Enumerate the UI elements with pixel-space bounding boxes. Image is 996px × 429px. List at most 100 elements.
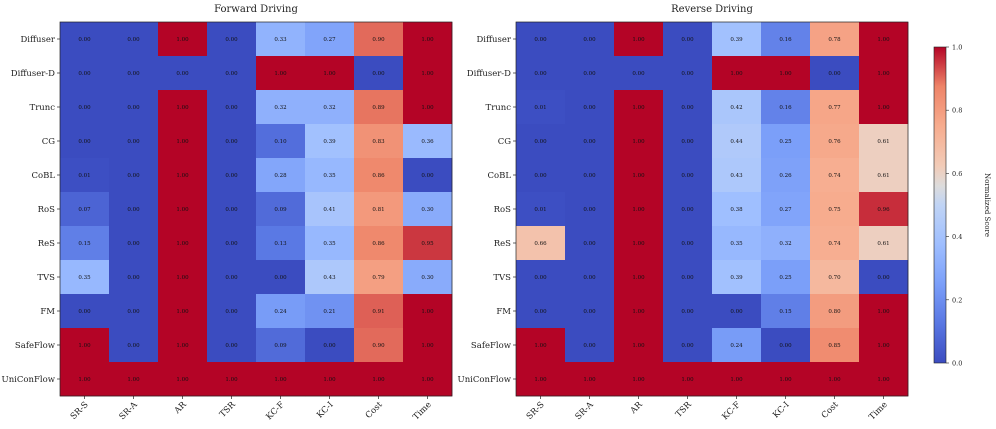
cell-label: 0.79 — [372, 275, 385, 281]
cell-label: 0.00 — [534, 275, 547, 281]
x-tick-label: TSR — [674, 400, 694, 420]
cell-label: 1.00 — [877, 309, 890, 315]
cell-label: 0.42 — [730, 105, 742, 111]
cell-label: 1.00 — [730, 71, 743, 77]
cell-label: 0.00 — [78, 309, 91, 315]
heatmap-cell — [663, 192, 713, 227]
heatmap-cell — [158, 260, 208, 295]
cell-label: 0.15 — [779, 309, 792, 315]
x-tick-label: Cost — [364, 400, 385, 421]
cell-label: 0.00 — [225, 309, 238, 315]
colorbar-tick-label: 0.6 — [952, 170, 962, 178]
heatmap-cell — [761, 328, 811, 363]
cell-label: 0.00 — [78, 71, 91, 77]
heatmap-cell — [354, 328, 404, 363]
heatmap-cell — [256, 158, 306, 193]
cell-label: 1.00 — [176, 377, 189, 383]
y-tick-label: UniConFlow — [2, 375, 56, 385]
heatmap-cell — [516, 362, 566, 397]
cell-label: 0.24 — [730, 343, 743, 349]
cell-label: 0.00 — [127, 139, 140, 145]
heatmap-cell — [109, 124, 159, 159]
cell-label: 0.80 — [828, 309, 841, 315]
cell-label: 1.00 — [225, 377, 238, 383]
cell-label: 1.00 — [828, 377, 841, 383]
cell-label: 0.00 — [730, 309, 743, 315]
heatmap-cell — [565, 362, 615, 397]
cell-label: 0.35 — [730, 241, 743, 247]
heatmap-cell — [614, 362, 664, 397]
heatmap-cell — [158, 328, 208, 363]
cell-label: 1.00 — [176, 173, 189, 179]
x-tick-label: KC-F — [264, 400, 286, 422]
cell-label: 1.00 — [632, 37, 645, 43]
heatmap-cell — [565, 22, 615, 57]
cell-label: 1.00 — [681, 377, 694, 383]
cell-label: 0.74 — [828, 241, 841, 247]
heatmap-cell — [305, 56, 355, 91]
y-tick-label: CG — [42, 137, 56, 147]
cell-label: 0.00 — [534, 309, 547, 315]
cell-label: 0.39 — [730, 275, 743, 281]
cell-label: 1.00 — [779, 71, 792, 77]
heatmap-cell — [810, 260, 860, 295]
cell-label: 1.00 — [421, 105, 434, 111]
x-tick-label: SR-A — [574, 399, 597, 422]
cell-label: 0.33 — [274, 37, 287, 43]
cell-label: 0.13 — [274, 241, 287, 247]
heatmap-cell — [305, 294, 355, 329]
cell-label: 0.00 — [583, 71, 596, 77]
x-tick-label: Time — [411, 400, 433, 422]
heatmap-cell — [565, 192, 615, 227]
cell-label: 0.07 — [78, 207, 91, 213]
heatmap-cell — [207, 22, 257, 57]
cell-label: 0.90 — [372, 37, 385, 43]
colorbar: Normalized Score 0.0 0.2 0.4 0.6 0.8 1.0 — [933, 44, 991, 368]
cell-label: 0.85 — [828, 343, 841, 349]
cell-label: 1.00 — [534, 377, 547, 383]
heatmap-cell — [712, 56, 762, 91]
cell-label: 0.00 — [225, 139, 238, 145]
cell-label: 1.00 — [632, 173, 645, 179]
cell-label: 1.00 — [421, 377, 434, 383]
cell-label: 0.00 — [681, 71, 694, 77]
heatmap-cell — [256, 124, 306, 159]
cell-label: 1.00 — [730, 377, 743, 383]
colorbar-tick-label: 1.0 — [952, 44, 962, 52]
heatmap-cell — [207, 192, 257, 227]
heatmap-cell — [859, 90, 909, 125]
heatmap-cell — [305, 260, 355, 295]
cell-label: 0.27 — [779, 207, 792, 213]
heatmap-cell — [565, 260, 615, 295]
cell-label: 0.00 — [583, 275, 596, 281]
cell-label: 1.00 — [632, 139, 645, 145]
cell-label: 0.30 — [421, 275, 434, 281]
cell-label: 0.95 — [421, 241, 434, 247]
y-tick-label: TVS — [37, 273, 55, 283]
y-tick-label: Diffuser-D — [467, 69, 511, 79]
x-tick-label: SR-S — [69, 400, 91, 422]
heatmap-cell — [207, 328, 257, 363]
cell-label: 1.00 — [632, 105, 645, 111]
heatmap-cell — [663, 124, 713, 159]
y-tick-label: UniConFlow — [458, 375, 512, 385]
cell-label: 0.16 — [779, 105, 792, 111]
heatmap-cell — [403, 328, 453, 363]
cell-label: 0.00 — [681, 139, 694, 145]
y-tick-label: Diffuser-D — [11, 69, 55, 79]
cell-label: 0.39 — [730, 37, 743, 43]
heatmap-cell — [761, 294, 811, 329]
heatmap-cell — [207, 294, 257, 329]
heatmap-cell — [305, 226, 355, 261]
cell-label: 0.00 — [534, 139, 547, 145]
cell-label: 0.01 — [534, 105, 546, 111]
cell-label: 0.00 — [583, 343, 596, 349]
colorbar-label: Normalized Score — [983, 173, 991, 237]
cell-label: 0.00 — [877, 275, 890, 281]
heatmap-cell — [859, 226, 909, 261]
cell-label: 1.00 — [421, 71, 434, 77]
heatmap-cell — [663, 226, 713, 261]
heatmap-cell — [761, 56, 811, 91]
x-tick-label: SR-A — [118, 399, 141, 422]
